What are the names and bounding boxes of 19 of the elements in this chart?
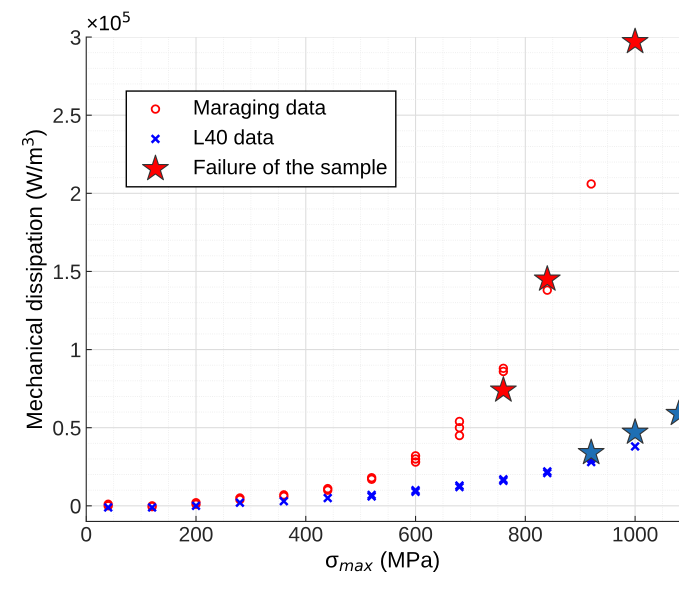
y-tick-label: 1 — [71, 342, 80, 358]
legend-label: L40 data — [194, 129, 274, 145]
x-tick-label: 800 — [508, 526, 542, 542]
y-tick-label: 1.5 — [54, 264, 80, 280]
x-tick-label: 200 — [180, 526, 213, 542]
x-tick-label: 600 — [399, 526, 432, 542]
x-axis-title: σ$_{max}$ (MPa) — [326, 551, 439, 572]
y-tick-label: 3 — [70, 30, 80, 45]
x-tick-label: 0 — [81, 526, 92, 542]
y-tick-label: 2.5 — [53, 108, 80, 123]
y-tick-label: 0.5 — [53, 420, 80, 436]
y-tick-label: 0 — [70, 498, 81, 514]
y-tick-label: 2 — [70, 186, 80, 201]
legend-label: Failure of the sample — [194, 159, 387, 179]
x-tick-label: 400 — [288, 526, 322, 542]
y-axis-title: Mechanical dissipation (W/m$^{3}$) — [22, 130, 47, 428]
x-tick-label: 1000 — [614, 526, 658, 542]
legend-label: Maraging data — [194, 99, 326, 119]
text: ×10$^{5}$ — [88, 12, 130, 30]
